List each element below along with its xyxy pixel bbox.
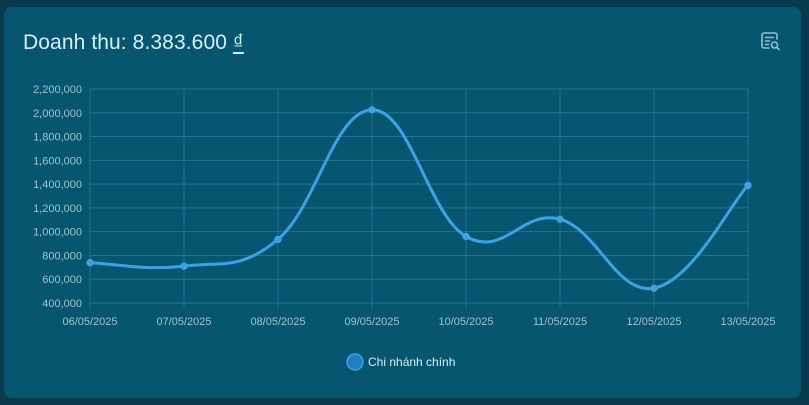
legend-marker: [346, 353, 364, 371]
y-tick-label: 800,000: [42, 250, 82, 262]
data-point: [86, 258, 94, 267]
data-point: [180, 262, 188, 270]
revenue-card: Doanh thu: 8.383.600 ₫: [4, 7, 801, 398]
data-point: [368, 106, 376, 114]
x-tick-label: 07/05/2025: [156, 316, 211, 328]
legend-label: Chi nhánh chính: [368, 355, 455, 369]
x-tick-label: 08/05/2025: [250, 316, 305, 328]
y-tick-label: 600,000: [42, 274, 82, 286]
data-point: [650, 284, 658, 292]
x-tick-label: 12/05/2025: [626, 316, 681, 328]
data-point: [556, 215, 564, 223]
data-point: [274, 235, 282, 244]
y-tick-label: 1,200,000: [33, 203, 82, 215]
data-point: [744, 181, 752, 190]
search-report-icon[interactable]: [758, 29, 782, 53]
y-tick-label: 1,400,000: [33, 179, 82, 191]
x-tick-label: 11/05/2025: [533, 316, 587, 328]
y-tick-label: 1,000,000: [33, 227, 82, 239]
y-tick-label: 1,600,000: [33, 155, 82, 167]
x-tick-label: 10/05/2025: [438, 316, 493, 328]
revenue-total: Doanh thu: 8.383.600: [23, 31, 233, 54]
x-tick-label: 13/05/2025: [720, 316, 775, 328]
series-line: [88, 108, 750, 290]
card-title: Doanh thu: 8.383.600 ₫: [23, 31, 244, 55]
y-tick-label: 2,200,000: [33, 84, 82, 96]
y-tick-label: 2,000,000: [33, 108, 82, 120]
y-tick-label: 400,000: [42, 298, 82, 310]
x-tick-label: 09/05/2025: [344, 316, 399, 328]
currency-symbol: ₫: [232, 31, 244, 54]
y-tick-label: 1,800,000: [33, 132, 82, 144]
data-point: [462, 232, 470, 241]
x-tick-label: 06/05/2025: [62, 316, 117, 328]
